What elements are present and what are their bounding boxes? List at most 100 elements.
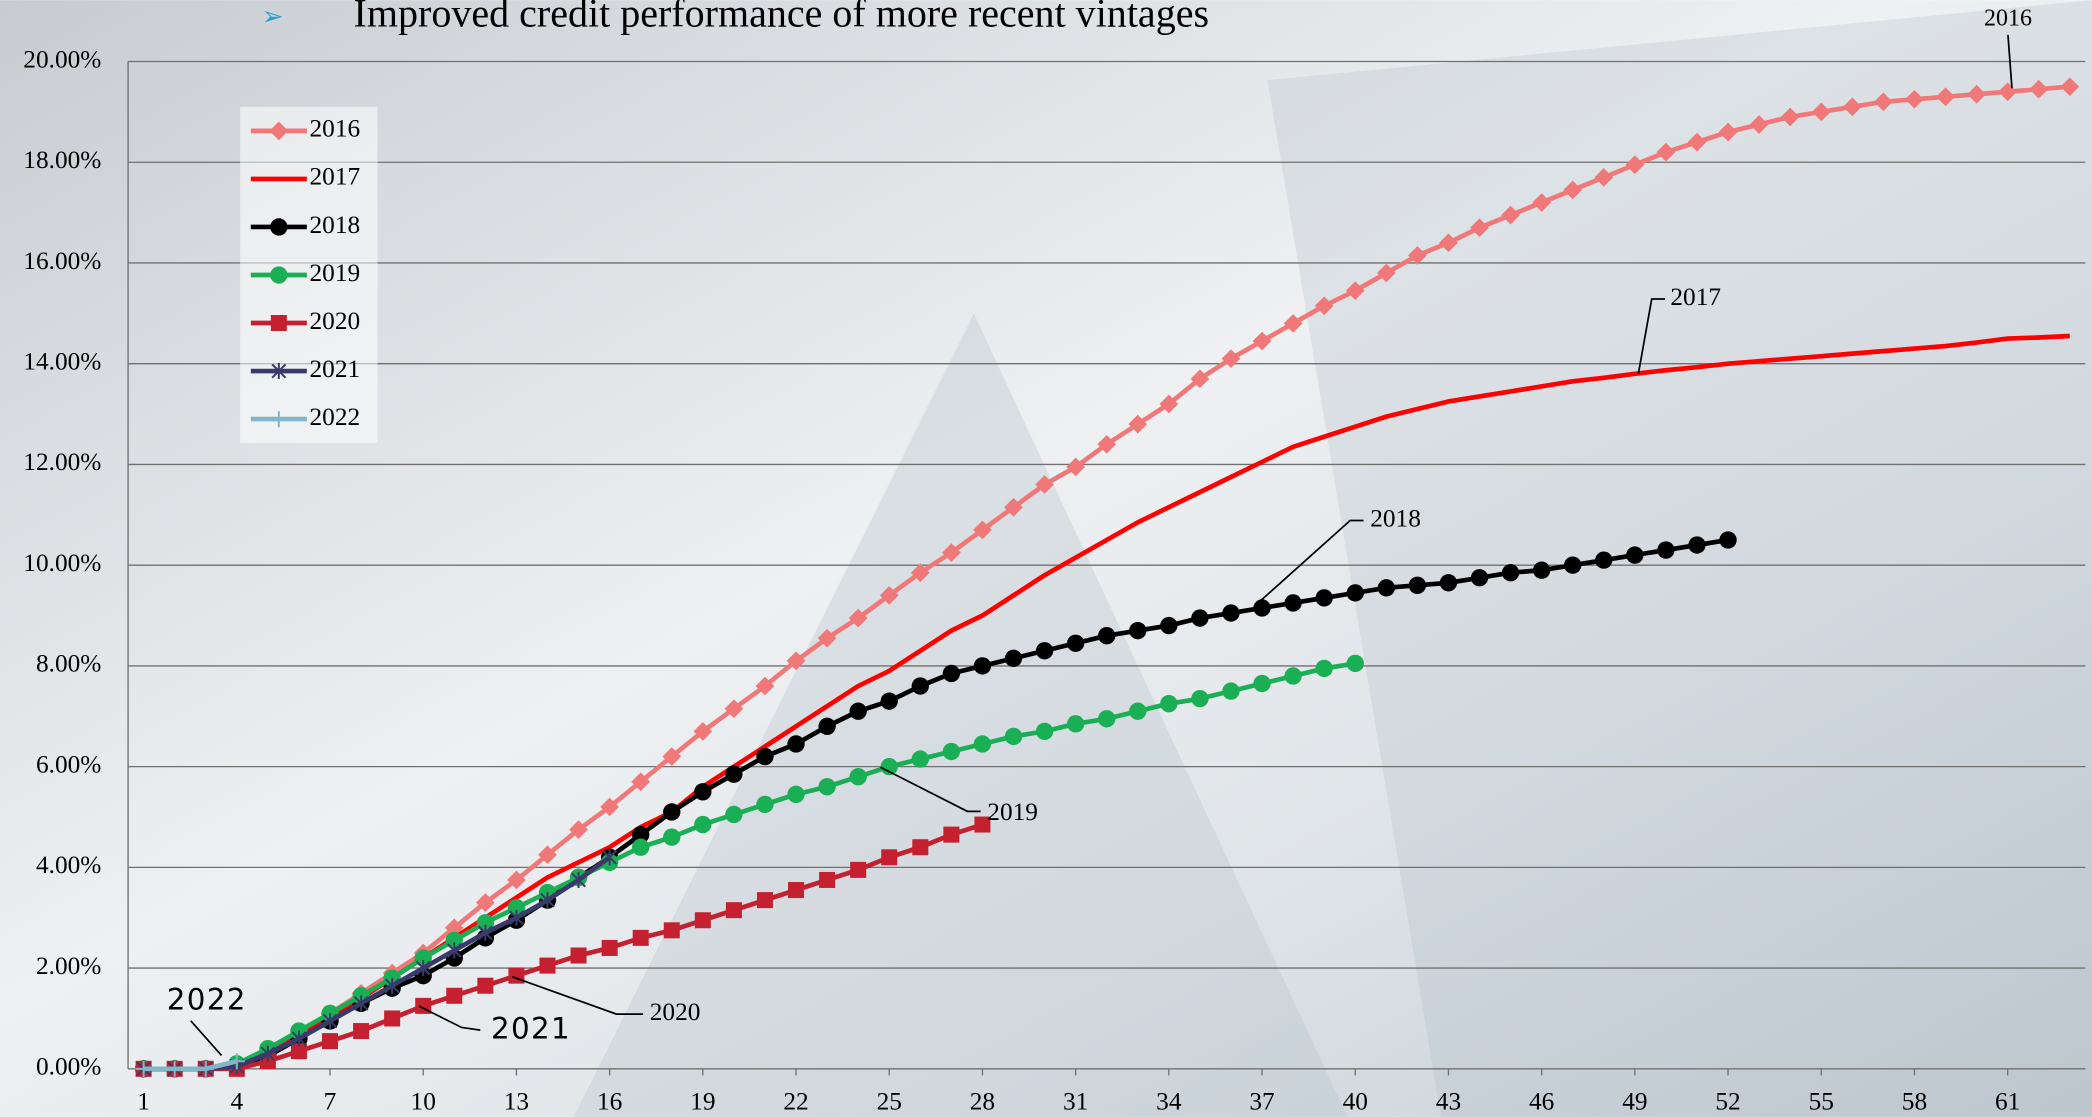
point: [1595, 551, 1612, 568]
point: [1347, 584, 1364, 601]
point: [539, 958, 555, 974]
legend-label: 2016: [310, 115, 361, 143]
bullet: ➢: [262, 1, 284, 31]
point: [1160, 695, 1177, 712]
point: [881, 758, 898, 775]
point: [725, 766, 742, 783]
x-tick-label: 34: [1156, 1087, 1182, 1115]
point: [725, 806, 742, 823]
point: [694, 816, 711, 833]
point: [508, 968, 524, 984]
point: [818, 778, 835, 795]
x-tick-label: 31: [1063, 1087, 1088, 1115]
x-tick-label: 16: [597, 1087, 622, 1115]
point: [1409, 577, 1426, 594]
x-tick-label: 25: [877, 1087, 902, 1115]
point: [271, 315, 287, 331]
page: {"headline": "Improved credit performanc…: [0, 0, 2092, 1117]
point: [943, 743, 960, 760]
point: [663, 828, 680, 845]
chart: ➢ Improved credit performance of more re…: [0, 0, 2092, 1117]
legend-label: 2020: [310, 307, 361, 335]
point: [664, 922, 680, 938]
point: [1564, 556, 1581, 573]
point: [943, 665, 960, 682]
point: [1502, 564, 1519, 581]
point: [602, 940, 618, 956]
point: [849, 703, 866, 720]
point: [757, 892, 773, 908]
annotation: 2016: [1984, 6, 2032, 32]
point: [477, 978, 493, 994]
point: [819, 872, 835, 888]
point: [881, 849, 897, 865]
point: [1284, 594, 1301, 611]
point: [695, 912, 711, 928]
legend-label: 2018: [310, 211, 361, 239]
point: [353, 1023, 369, 1039]
x-tick-label: 55: [1809, 1087, 1834, 1115]
point: [1688, 536, 1705, 553]
point: [1222, 682, 1239, 699]
point: [1191, 690, 1208, 707]
point: [270, 218, 287, 235]
point: [787, 786, 804, 803]
annotation: 2022: [167, 982, 247, 1016]
point: [912, 677, 929, 694]
point: [881, 692, 898, 709]
headline: Improved credit performance of more rece…: [354, 0, 1210, 36]
point: [270, 266, 287, 283]
y-tick-label: 18.00%: [23, 146, 101, 174]
y-tick-label: 14.00%: [23, 348, 101, 376]
point: [384, 1010, 400, 1026]
x-tick-label: 10: [411, 1087, 436, 1115]
point: [571, 947, 587, 963]
annotation: 2021: [491, 1012, 571, 1046]
x-tick-label: 13: [504, 1087, 529, 1115]
point: [632, 839, 649, 856]
point: [1036, 723, 1053, 740]
legend-label: 2022: [310, 403, 361, 431]
point: [1098, 710, 1115, 727]
point: [446, 988, 462, 1004]
point: [756, 748, 773, 765]
x-tick-label: 61: [1995, 1087, 2020, 1115]
point: [1316, 660, 1333, 677]
point: [756, 796, 773, 813]
y-tick-label: 6.00%: [36, 750, 101, 778]
y-tick-label: 20.00%: [23, 45, 101, 73]
y-tick-label: 8.00%: [36, 650, 101, 678]
point: [694, 783, 711, 800]
point: [850, 862, 866, 878]
point: [1129, 703, 1146, 720]
x-tick-label: 46: [1529, 1087, 1554, 1115]
point: [1316, 589, 1333, 606]
annotation: 2020: [650, 998, 701, 1026]
x-tick-label: 7: [324, 1087, 337, 1115]
x-tick-label: 52: [1715, 1087, 1740, 1115]
point: [1657, 541, 1674, 558]
point: [1378, 579, 1395, 596]
y-tick-label: 10.00%: [23, 549, 101, 577]
x-tick-label: 19: [690, 1087, 715, 1115]
y-tick-label: 4.00%: [36, 851, 101, 879]
point: [974, 735, 991, 752]
point: [1626, 546, 1643, 563]
legend-label: 2017: [310, 163, 361, 191]
point: [1222, 604, 1239, 621]
point: [1719, 531, 1736, 548]
point: [1347, 655, 1364, 672]
x-tick-label: 40: [1343, 1087, 1368, 1115]
point: [1067, 715, 1084, 732]
x-tick-label: 4: [230, 1087, 243, 1115]
x-tick-label: 58: [1902, 1087, 1927, 1115]
y-tick-label: 12.00%: [23, 448, 101, 476]
point: [1253, 675, 1270, 692]
point: [787, 735, 804, 752]
x-tick-label: 49: [1622, 1087, 1647, 1115]
point: [633, 930, 649, 946]
x-tick-label: 37: [1249, 1087, 1274, 1115]
point: [1005, 650, 1022, 667]
y-tick-label: 0.00%: [36, 1053, 101, 1081]
y-tick-label: 16.00%: [23, 247, 101, 275]
